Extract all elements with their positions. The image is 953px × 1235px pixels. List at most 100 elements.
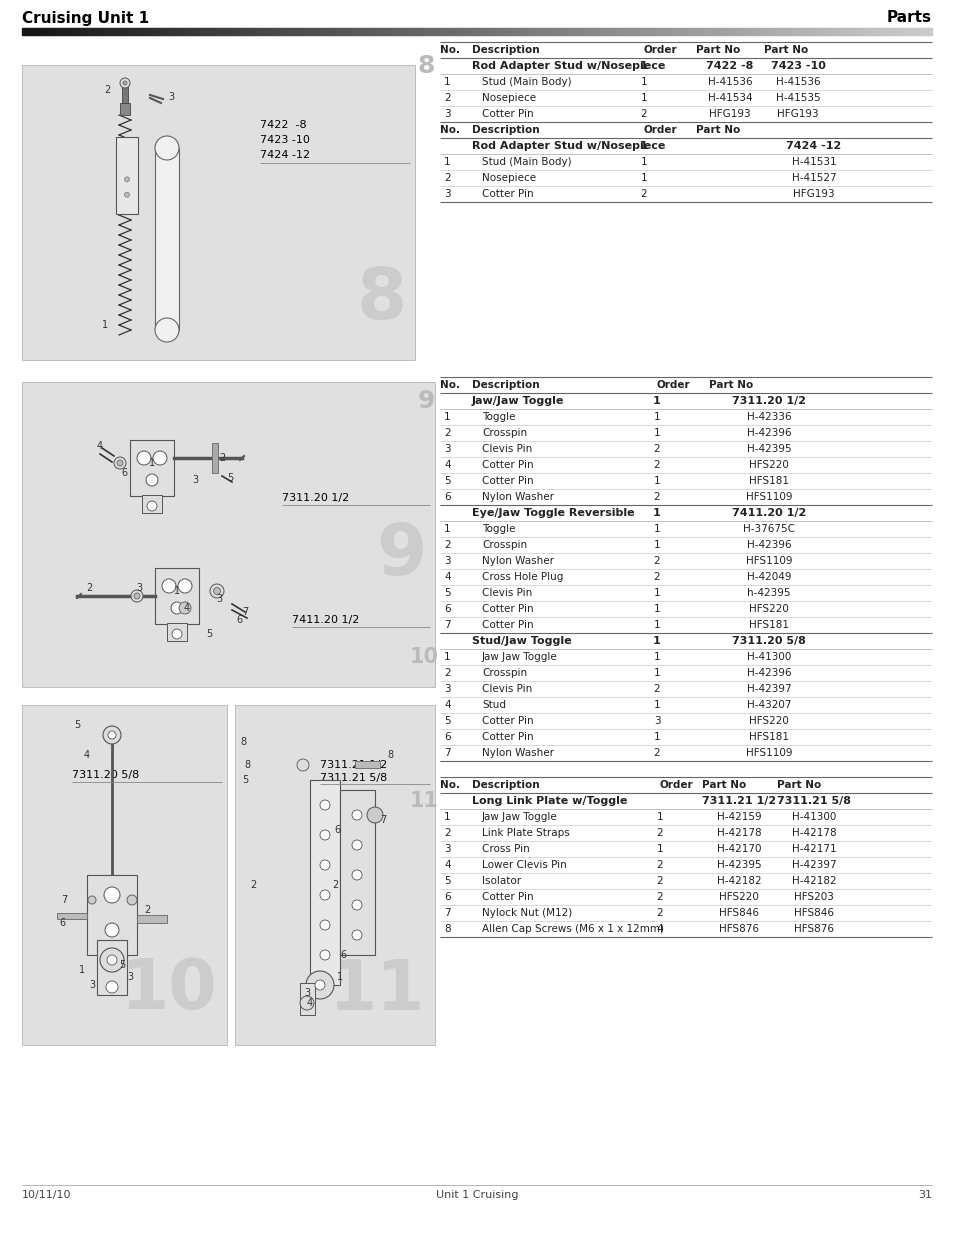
Bar <box>637 28 638 35</box>
Bar <box>737 28 738 35</box>
Bar <box>906 28 907 35</box>
Text: H-37675C: H-37675C <box>742 524 794 534</box>
Bar <box>841 28 842 35</box>
Bar <box>471 28 472 35</box>
Bar <box>918 28 919 35</box>
Bar <box>472 28 473 35</box>
Bar <box>344 28 345 35</box>
Bar <box>32 28 33 35</box>
Text: 4: 4 <box>656 924 662 934</box>
Bar <box>612 28 613 35</box>
Bar <box>25 28 26 35</box>
Bar <box>168 28 169 35</box>
Bar <box>613 28 614 35</box>
Bar <box>415 28 416 35</box>
Bar <box>338 28 339 35</box>
Bar <box>633 28 634 35</box>
Bar <box>214 28 215 35</box>
Bar <box>268 28 269 35</box>
Bar <box>463 28 464 35</box>
Bar <box>174 28 175 35</box>
Bar <box>596 28 597 35</box>
Bar <box>421 28 422 35</box>
Text: 4: 4 <box>443 860 450 869</box>
Bar <box>769 28 770 35</box>
Bar <box>578 28 579 35</box>
Text: 3: 3 <box>127 972 132 982</box>
Bar <box>208 28 209 35</box>
Bar <box>489 28 490 35</box>
Bar <box>788 28 789 35</box>
Text: Nylock Nut (M12): Nylock Nut (M12) <box>481 908 572 918</box>
Text: 3: 3 <box>192 475 198 485</box>
Bar <box>87 876 137 955</box>
Bar <box>644 28 645 35</box>
Text: 8: 8 <box>416 54 435 78</box>
Bar <box>92 28 94 35</box>
Circle shape <box>319 890 330 900</box>
Bar <box>789 28 790 35</box>
Text: Cotter Pin: Cotter Pin <box>481 732 533 742</box>
Bar <box>316 28 317 35</box>
Bar <box>893 28 894 35</box>
Text: 1: 1 <box>443 77 450 86</box>
Bar <box>457 28 458 35</box>
Bar <box>411 28 412 35</box>
Text: 7424 -12: 7424 -12 <box>785 141 841 151</box>
Bar <box>748 28 749 35</box>
Bar <box>538 28 539 35</box>
Text: 7423 -10: 7423 -10 <box>770 61 824 70</box>
Bar <box>707 28 708 35</box>
Bar <box>154 568 199 624</box>
Bar <box>248 28 249 35</box>
Circle shape <box>210 584 224 598</box>
Bar <box>118 28 119 35</box>
Bar <box>386 28 387 35</box>
Bar <box>443 28 444 35</box>
Circle shape <box>133 593 140 599</box>
Bar <box>165 28 166 35</box>
Bar <box>346 28 347 35</box>
Bar <box>218 28 219 35</box>
Bar <box>830 28 831 35</box>
Bar <box>277 28 278 35</box>
Bar <box>639 28 640 35</box>
Text: 5: 5 <box>443 716 450 726</box>
Bar <box>768 28 769 35</box>
Bar <box>462 28 463 35</box>
Bar <box>811 28 812 35</box>
Bar <box>395 28 396 35</box>
Text: Description: Description <box>472 44 539 56</box>
Bar <box>771 28 772 35</box>
Bar <box>375 28 376 35</box>
Bar <box>35 28 36 35</box>
Bar <box>824 28 825 35</box>
Bar <box>669 28 670 35</box>
Text: HFS181: HFS181 <box>748 732 788 742</box>
Bar <box>668 28 669 35</box>
Text: H-42396: H-42396 <box>746 540 790 550</box>
Bar <box>348 28 349 35</box>
Circle shape <box>172 629 182 638</box>
Bar <box>778 28 779 35</box>
Bar <box>903 28 904 35</box>
Bar <box>34 28 35 35</box>
Bar <box>773 28 774 35</box>
Bar <box>164 28 165 35</box>
Bar <box>361 28 363 35</box>
Bar <box>332 28 333 35</box>
Bar <box>151 28 152 35</box>
Circle shape <box>299 995 314 1010</box>
Bar <box>309 28 310 35</box>
Bar <box>129 28 130 35</box>
Bar <box>170 28 171 35</box>
Bar <box>562 28 563 35</box>
Bar <box>264 28 265 35</box>
Bar <box>699 28 700 35</box>
Text: HFS181: HFS181 <box>748 475 788 487</box>
Bar <box>426 28 427 35</box>
Text: 4: 4 <box>443 700 450 710</box>
Text: Cruising Unit 1: Cruising Unit 1 <box>22 11 149 26</box>
Bar <box>571 28 572 35</box>
Bar <box>677 28 678 35</box>
